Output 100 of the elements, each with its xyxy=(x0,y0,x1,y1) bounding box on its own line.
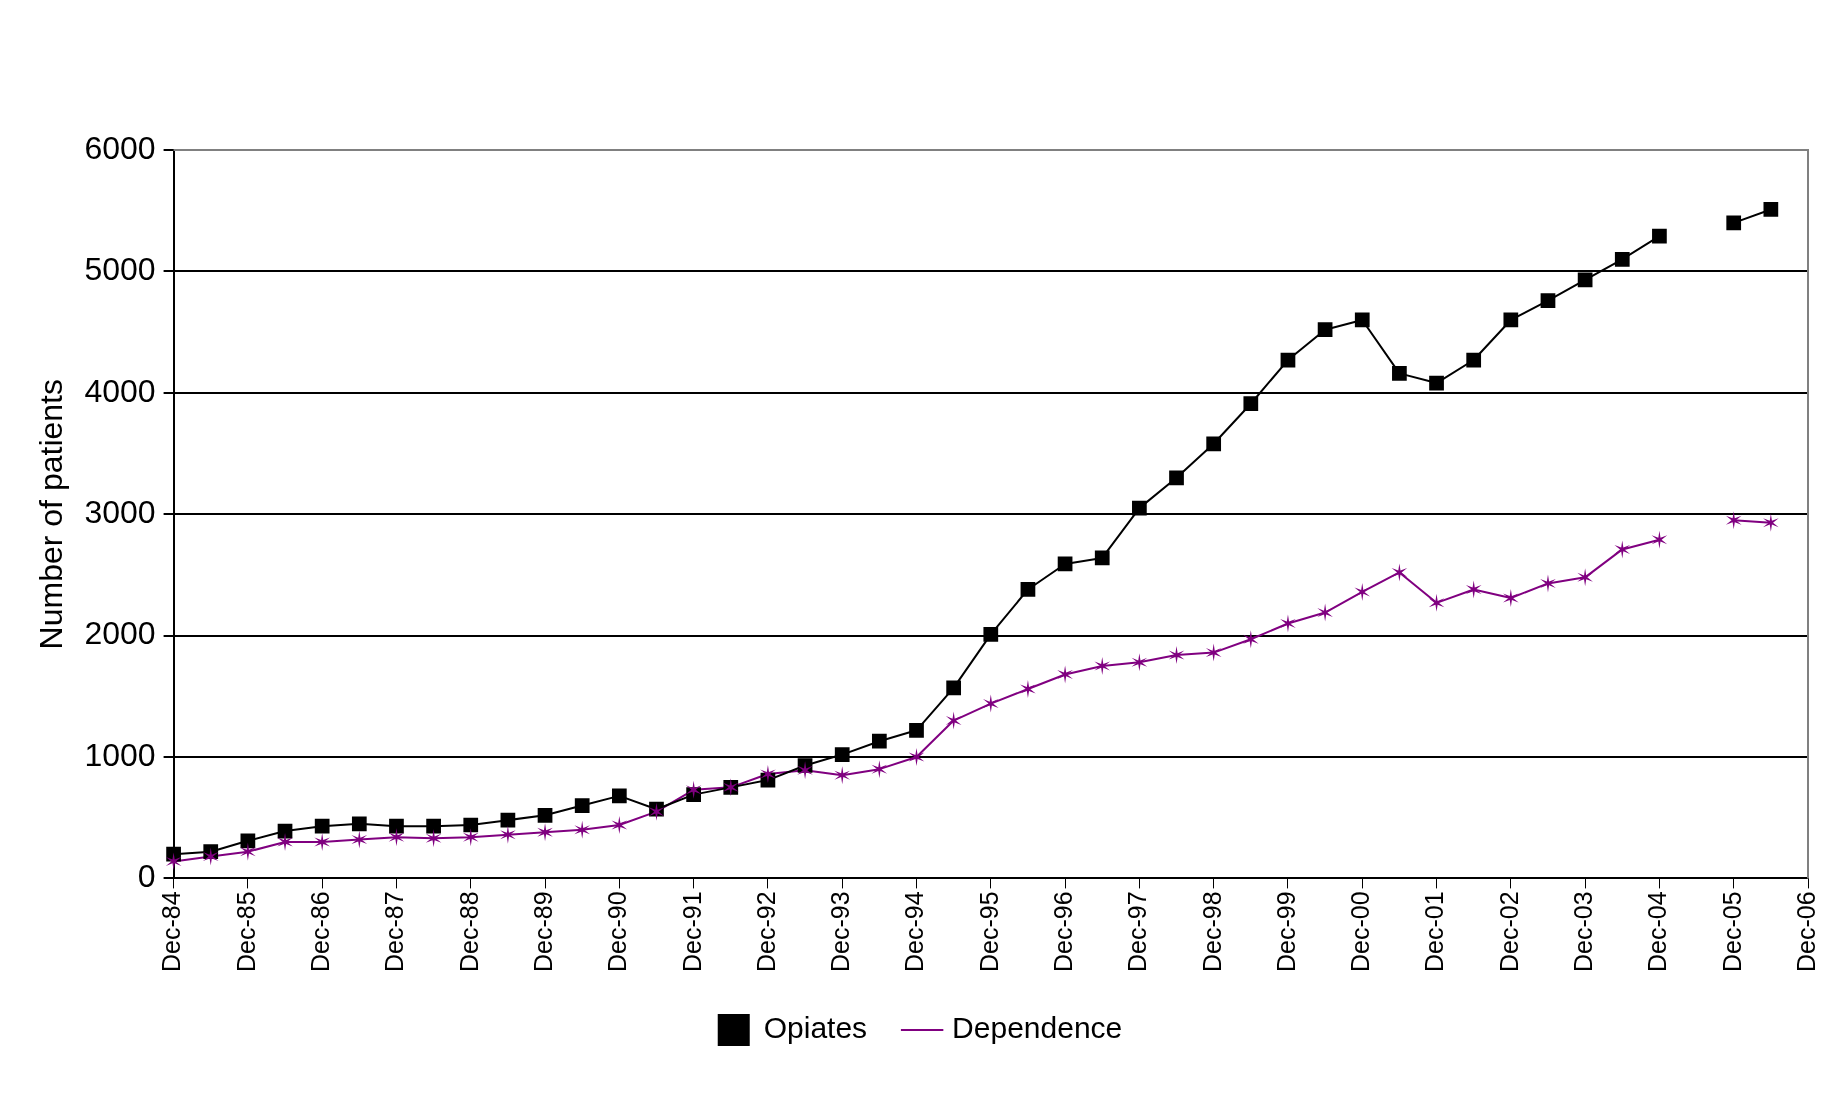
point xyxy=(834,766,851,785)
point xyxy=(574,798,590,813)
y-tick-label: 3000 xyxy=(84,494,156,531)
point xyxy=(946,680,962,696)
point xyxy=(871,760,888,779)
point xyxy=(1205,643,1222,662)
point xyxy=(1094,550,1110,566)
point xyxy=(314,818,330,834)
x-tick-label: Dec-91 xyxy=(677,891,706,972)
x-tick-label: Dec-95 xyxy=(974,891,1003,972)
point xyxy=(871,733,887,749)
point xyxy=(462,828,479,847)
point xyxy=(389,818,404,834)
point xyxy=(425,829,442,848)
point xyxy=(1131,653,1148,672)
point xyxy=(1354,582,1371,601)
point xyxy=(760,765,776,783)
point xyxy=(240,842,256,861)
point xyxy=(1317,322,1333,338)
point xyxy=(426,818,441,834)
x-tick-label: Dec-06 xyxy=(1791,891,1820,972)
point xyxy=(1317,603,1333,622)
point xyxy=(1280,352,1296,368)
point xyxy=(240,833,256,849)
point xyxy=(1651,530,1668,549)
point xyxy=(1763,202,1779,217)
point xyxy=(834,747,850,762)
y-tick-label: 5000 xyxy=(84,251,156,288)
point xyxy=(1094,656,1111,675)
point xyxy=(611,815,628,834)
point xyxy=(1391,563,1408,582)
y-tick-label: 0 xyxy=(137,858,156,895)
point xyxy=(1429,375,1444,391)
x-tick-label: Dec-04 xyxy=(1643,891,1672,972)
point xyxy=(277,823,293,839)
point xyxy=(500,825,516,844)
y-tick-label: 4000 xyxy=(84,372,156,409)
point xyxy=(1540,293,1556,308)
x-tick-label: Dec-86 xyxy=(306,891,335,972)
point xyxy=(537,807,553,823)
point xyxy=(351,816,367,832)
point xyxy=(1132,500,1147,516)
point xyxy=(1465,580,1482,599)
point xyxy=(202,847,219,866)
point xyxy=(611,788,627,804)
x-tick-label: Dec-87 xyxy=(380,891,409,972)
point xyxy=(388,828,405,847)
point xyxy=(1577,272,1593,288)
point xyxy=(908,748,925,767)
x-tick-label: Dec-00 xyxy=(1346,891,1375,972)
point xyxy=(1020,582,1036,597)
point xyxy=(500,812,516,828)
y-tick-label: 2000 xyxy=(84,615,156,652)
x-tick-label: Dec-93 xyxy=(826,891,855,972)
point xyxy=(1725,511,1742,530)
point xyxy=(1726,215,1742,231)
point xyxy=(1503,588,1519,607)
point xyxy=(685,780,702,799)
point xyxy=(909,722,924,738)
x-tick-label: Dec-96 xyxy=(1048,891,1077,972)
point xyxy=(983,694,999,713)
x-tick-label: Dec-89 xyxy=(528,891,557,972)
point xyxy=(1354,312,1370,328)
x-tick-label: Dec-02 xyxy=(1494,891,1523,972)
x-tick-label: Dec-05 xyxy=(1717,891,1746,972)
point xyxy=(574,820,590,839)
point xyxy=(1577,568,1593,587)
x-tick-label: Dec-03 xyxy=(1569,891,1598,972)
point xyxy=(1243,396,1259,412)
x-tick-label: Dec-97 xyxy=(1123,891,1152,972)
point xyxy=(945,711,962,730)
point xyxy=(1280,614,1296,633)
point xyxy=(351,830,368,849)
point xyxy=(1428,593,1445,612)
point xyxy=(165,852,182,871)
point xyxy=(1168,646,1185,665)
x-tick-label: Dec-98 xyxy=(1197,891,1226,972)
point xyxy=(1057,665,1073,684)
point xyxy=(1652,228,1667,244)
point xyxy=(1466,352,1482,368)
y-axis-title: Number of patients xyxy=(33,379,70,650)
point xyxy=(1057,556,1073,572)
x-tick-label: Dec-84 xyxy=(157,891,186,972)
point xyxy=(983,627,999,642)
x-tick-label: Dec-85 xyxy=(231,891,260,972)
x-tick-label: Dec-01 xyxy=(1420,891,1449,972)
point xyxy=(648,802,665,821)
point xyxy=(1763,513,1779,532)
x-tick-label: Dec-90 xyxy=(603,891,632,972)
point xyxy=(1503,312,1519,328)
point xyxy=(1614,251,1630,267)
x-tick-label: Dec-92 xyxy=(751,891,780,972)
point xyxy=(1614,540,1631,559)
x-tick-label: Dec-99 xyxy=(1271,891,1300,972)
point xyxy=(1243,630,1259,649)
legend-label: Dependence xyxy=(952,1011,1123,1045)
x-tick-label: Dec-88 xyxy=(454,891,483,972)
point xyxy=(463,817,479,833)
point xyxy=(1206,436,1222,452)
y-tick-label: 1000 xyxy=(84,736,156,773)
